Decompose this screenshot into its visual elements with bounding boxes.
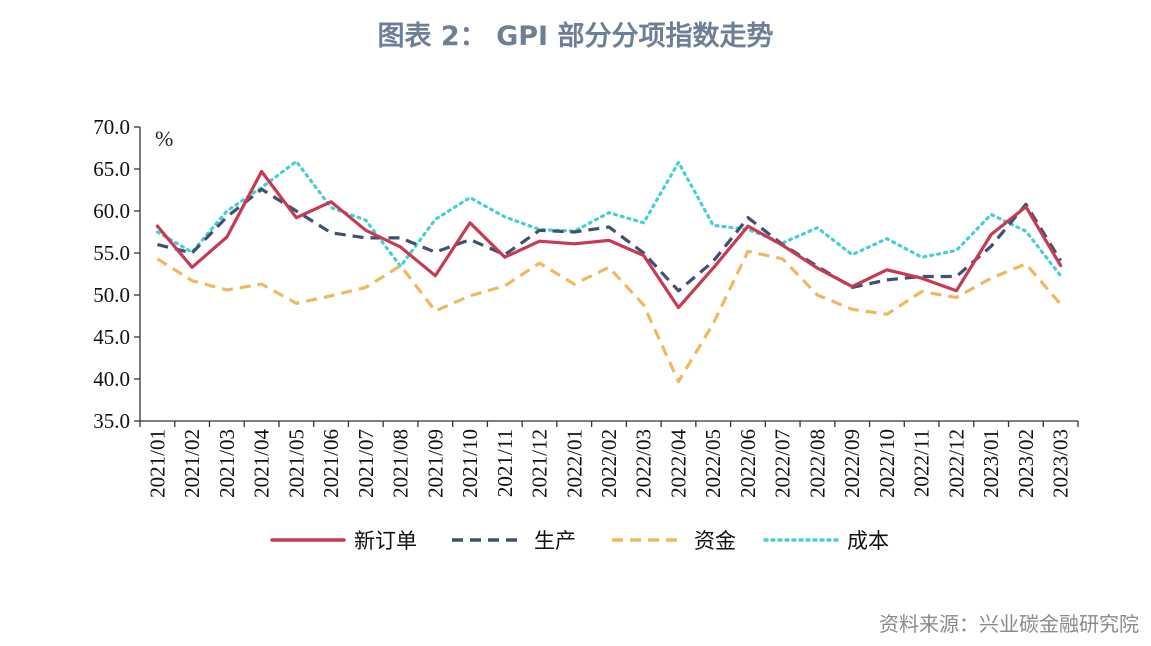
y-tick-label: 65.0 bbox=[93, 157, 130, 181]
x-tick-label: 2022/12 bbox=[944, 429, 968, 498]
x-tick-label: 2022/06 bbox=[736, 429, 760, 498]
x-tick-label: 2021/08 bbox=[389, 429, 413, 498]
y-tick-label: 55.0 bbox=[93, 241, 130, 265]
y-tick-label: 70.0 bbox=[93, 115, 130, 139]
x-tick-label: 2022/09 bbox=[840, 429, 864, 498]
y-tick-label: 35.0 bbox=[93, 409, 130, 433]
x-tick-label: 2021/02 bbox=[180, 429, 204, 498]
x-tick-label: 2021/04 bbox=[250, 429, 274, 498]
x-tick-label: 2021/05 bbox=[284, 429, 308, 498]
legend-label: 资金 bbox=[694, 529, 736, 553]
x-tick-label: 2021/12 bbox=[528, 429, 552, 498]
x-tick-label: 2021/06 bbox=[319, 429, 343, 498]
x-tick-label: 2021/10 bbox=[458, 429, 482, 498]
x-tick-label: 2022/04 bbox=[666, 429, 690, 498]
x-tick-label: 2022/11 bbox=[910, 429, 934, 497]
source-note: 资料来源：兴业碳金融研究院 bbox=[879, 612, 1139, 636]
x-tick-label: 2023/02 bbox=[1014, 429, 1038, 498]
y-tick-label: 45.0 bbox=[93, 325, 130, 349]
y-tick-label: 50.0 bbox=[93, 283, 130, 307]
y-tick-label: 60.0 bbox=[93, 199, 130, 223]
series-line bbox=[155, 159, 1063, 278]
x-tick-label: 2022/08 bbox=[805, 429, 829, 498]
y-tick-label: 40.0 bbox=[93, 367, 130, 391]
x-tick-label: 2023/03 bbox=[1049, 429, 1073, 498]
series-line bbox=[157, 187, 1062, 293]
x-tick-label: 2021/07 bbox=[354, 429, 378, 498]
series-line bbox=[156, 249, 1062, 384]
x-tick-label: 2023/01 bbox=[979, 429, 1003, 498]
x-tick-label: 2021/03 bbox=[215, 429, 239, 498]
series-line bbox=[155, 169, 1063, 310]
x-tick-label: 2022/03 bbox=[632, 429, 656, 498]
chart-title: 图表 2： GPI 部分分项指数走势 bbox=[377, 21, 774, 52]
legend-label: 生产 bbox=[534, 529, 576, 553]
y-unit-label: % bbox=[155, 126, 174, 151]
x-tick-label: 2022/10 bbox=[875, 429, 899, 498]
x-tick-label: 2022/01 bbox=[562, 429, 586, 498]
legend-label: 成本 bbox=[847, 529, 889, 553]
legend-label: 新订单 bbox=[354, 529, 417, 553]
x-tick-label: 2021/09 bbox=[423, 429, 447, 498]
x-tick-label: 2021/01 bbox=[145, 429, 169, 498]
x-tick-label: 2022/07 bbox=[771, 429, 795, 498]
x-tick-label: 2022/05 bbox=[701, 429, 725, 498]
x-tick-label: 2022/02 bbox=[597, 429, 621, 498]
x-tick-label: 2021/11 bbox=[493, 429, 517, 497]
